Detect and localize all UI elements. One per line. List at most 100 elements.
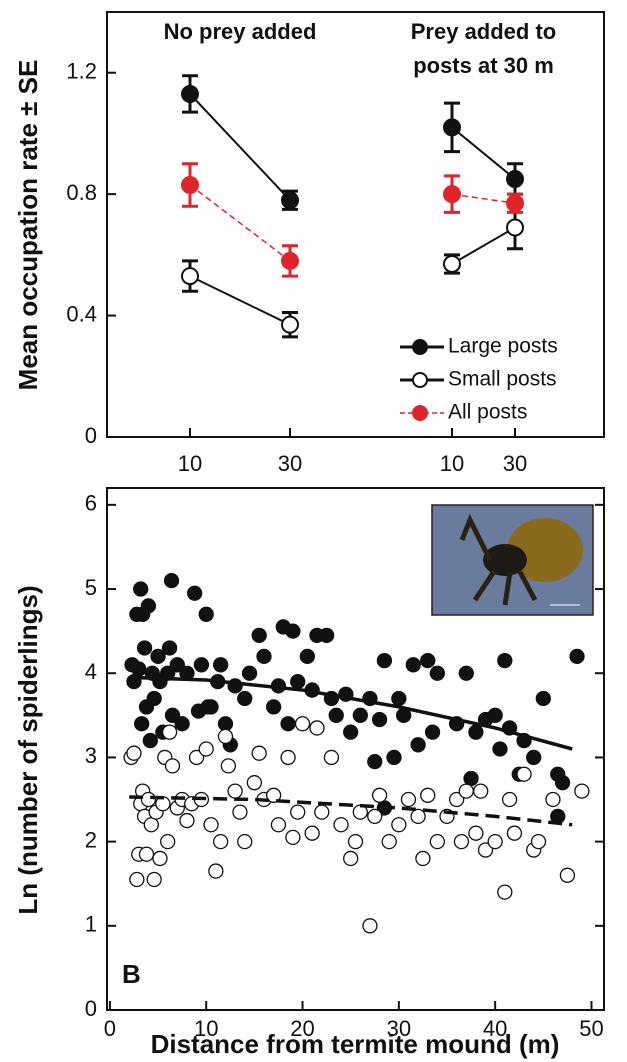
point [574,783,590,799]
point [501,791,518,808]
trend-line [129,675,573,751]
point [309,720,325,736]
point [314,804,330,820]
point [143,817,159,833]
point [362,918,378,934]
point [443,118,461,137]
point [146,871,162,888]
x-tick-label: 20 [290,1016,314,1041]
legend-marker [412,339,428,355]
point [281,191,299,210]
point [391,690,407,707]
photo-abdomen [507,518,583,582]
legend-marker [412,405,428,421]
point [203,817,219,833]
inset-photo [431,504,594,616]
point [294,716,311,732]
x-tick-label: 50 [579,1016,603,1041]
series-line [451,126,516,180]
point [429,665,446,681]
point [448,791,465,808]
point [458,783,474,799]
point [134,716,150,732]
point [391,817,407,833]
y-tick-label: 6 [85,491,97,516]
point [281,251,299,270]
point [150,648,166,665]
point [371,787,388,803]
point [181,84,199,103]
point [424,724,441,740]
point [136,640,153,656]
x-tick-label: 10 [194,1016,218,1041]
point [161,640,178,656]
x-tick-label: 10 [440,451,464,476]
point [328,707,344,723]
panel-b-frame [106,487,605,1011]
point [463,770,479,787]
legend-label: Large posts [448,335,558,358]
point [487,707,503,723]
point [381,833,397,850]
point [443,254,461,273]
point [420,652,436,669]
y-axis-label: Mean occupation rate ± SE [13,60,43,391]
point [160,833,176,850]
point [285,829,301,846]
point [164,758,181,774]
group-title: Prey added to [411,19,556,44]
point [333,817,349,833]
x-tick-label: 30 [278,451,302,476]
point [506,194,524,213]
point [237,833,253,850]
point [179,812,195,829]
x-tick-label: 0 [104,1016,116,1041]
point [133,581,149,597]
point [473,783,489,799]
point [497,884,513,900]
point [237,690,253,707]
point [545,791,561,808]
point [265,787,282,803]
point [410,808,426,825]
point [367,808,383,825]
point [281,315,299,334]
photo-legs [459,513,538,606]
point [458,665,474,681]
point [497,652,513,669]
point [181,176,199,195]
point [280,749,296,766]
legend-marker [412,372,428,388]
series-line [451,226,516,265]
point [299,648,315,665]
point [126,745,142,761]
point [516,766,532,782]
point [487,833,503,850]
point [535,690,551,707]
point [343,850,359,867]
point [367,753,383,770]
point [217,728,234,745]
point [181,267,199,286]
point [140,598,157,614]
point [163,572,180,589]
y-tick-label: 0.8 [66,180,97,205]
point [208,863,224,879]
point [420,787,436,803]
series-line [189,93,291,201]
point [443,185,461,204]
point [405,657,421,673]
point [290,804,306,820]
y-tick-label: 1 [85,912,97,937]
point [232,804,248,820]
y-tick-label: 3 [85,743,97,768]
series-line [189,275,291,326]
point [217,716,234,732]
point [227,783,243,799]
point [285,623,301,639]
panel-a-frame [106,11,605,438]
point [129,871,145,888]
point [468,724,484,740]
